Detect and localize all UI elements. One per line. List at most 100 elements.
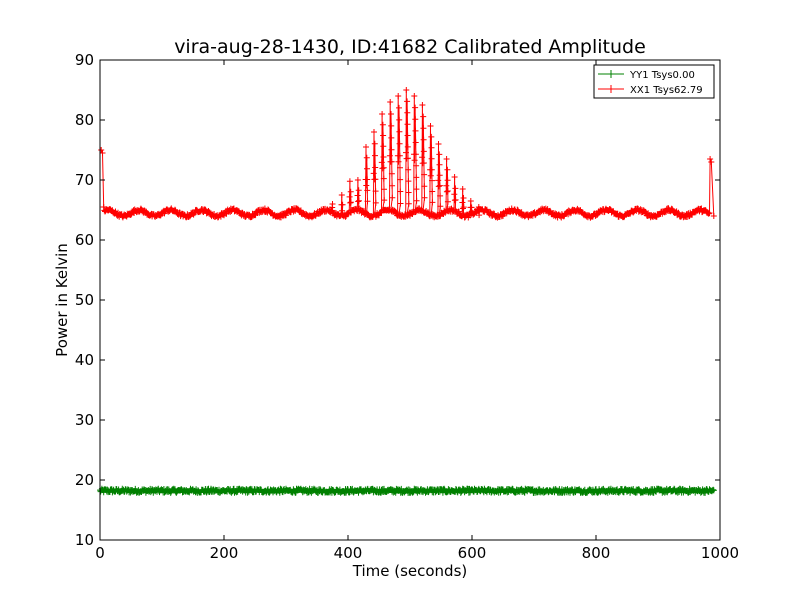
series-xx1-point — [372, 199, 379, 206]
series-xx1-point — [397, 176, 404, 183]
series-xx1-point — [411, 157, 418, 164]
series-xx1-point — [347, 199, 354, 206]
series-xx1-point — [460, 195, 467, 201]
series-xx1-point — [412, 104, 419, 111]
series-xx1-point — [339, 201, 346, 208]
series-xx1-point — [396, 128, 403, 135]
series-xx1-point — [396, 152, 403, 159]
series-xx1-point — [451, 191, 458, 198]
series-xx1-point — [421, 194, 428, 201]
y-axis-label: Power in Kelvin — [53, 243, 71, 357]
legend: YY1 Tsys0.00 XX1 Tsys62.79 — [593, 64, 715, 99]
series-xx1-point — [435, 183, 442, 190]
series-yy1-point — [630, 486, 637, 492]
series-xx1-point — [388, 158, 395, 165]
series-xx1-point — [355, 187, 362, 194]
series-xx1-point — [396, 104, 402, 111]
series-xx1-point — [380, 154, 387, 160]
series-xx1-point — [451, 174, 458, 180]
series-xx1-point — [388, 111, 394, 117]
series-xx1-point — [342, 213, 349, 220]
y-tick-label: 90 — [75, 51, 94, 69]
series-xx1-point — [437, 203, 444, 210]
series-xx1-point — [388, 134, 395, 141]
series-xx1-point — [364, 187, 371, 194]
series-xx1-point — [388, 122, 395, 129]
series-xx1-point — [372, 176, 379, 183]
series-xx1-point — [371, 140, 378, 147]
series-xx1-point — [710, 213, 717, 219]
y-tick-label: 80 — [75, 111, 94, 129]
y-tick-label: 70 — [75, 171, 94, 189]
series-xx1-point — [380, 132, 387, 139]
series-xx1-point — [444, 166, 451, 173]
series-xx1-point — [443, 156, 450, 162]
series-xx1-point — [413, 174, 420, 181]
series-xx1-point — [355, 197, 362, 204]
series-xx1-point — [403, 149, 409, 156]
series-xx1-point — [428, 166, 435, 173]
y-tick-label: 10 — [75, 531, 94, 549]
series-xx1-point — [456, 208, 462, 215]
x-tick-label: 400 — [334, 544, 363, 562]
series-xx1-point — [435, 141, 442, 147]
series-xx1-point — [397, 200, 404, 207]
series-xx1-point — [427, 172, 434, 179]
series-xx1-point — [396, 116, 403, 123]
chart-title: vira-aug-28-1430, ID:41682 Calibrated Am… — [174, 36, 646, 58]
series-xx1-point — [412, 139, 419, 146]
x-tick-label: 800 — [582, 544, 611, 562]
series-xx1-point — [428, 144, 435, 151]
series-xx1-point — [412, 116, 419, 123]
series-xx1-point — [420, 148, 427, 155]
series-xx1-point — [661, 209, 668, 216]
series-xx1-point — [428, 133, 435, 140]
y-tick-label: 30 — [75, 411, 94, 429]
y-tick-label: 60 — [75, 231, 94, 249]
series-xx1-point — [420, 113, 427, 120]
x-tick-label: 1000 — [701, 544, 739, 562]
x-axis: 0 200 400 600 800 1000 — [95, 60, 739, 562]
series-xx1-point — [378, 159, 385, 166]
legend-entry-yy1: YY1 Tsys0.00 — [598, 70, 695, 81]
legend-label-yy1: YY1 Tsys0.00 — [629, 70, 695, 81]
series-xx1-point — [413, 162, 420, 169]
series-xx1-point — [547, 207, 554, 214]
series-xx1-point — [379, 165, 386, 172]
series-xx1-point — [420, 136, 427, 143]
legend-marker-xx1 — [607, 85, 615, 93]
series-xx1-point — [413, 197, 420, 204]
series-xx1-point — [395, 158, 402, 165]
series-xx1-point — [381, 197, 388, 204]
series-xx1-point — [397, 164, 403, 171]
series-xx1-point — [372, 188, 379, 195]
series-xx1-point — [444, 198, 451, 205]
series-xx1-point — [443, 182, 450, 189]
series-xx1-point — [459, 186, 466, 192]
series-xx1-point — [379, 121, 386, 128]
series-xx1-point — [428, 155, 435, 162]
series-yy1-point — [710, 486, 717, 493]
series-xx1-point — [404, 109, 411, 116]
series-xx1-point — [347, 188, 354, 195]
x-tick-label: 200 — [210, 544, 239, 562]
series-xx1-point — [403, 87, 410, 93]
series-xx1-point — [412, 151, 419, 158]
series-xx1-point — [444, 188, 451, 194]
series-xx1-point — [707, 156, 714, 162]
series-yy1-point — [710, 487, 717, 494]
series-xx1-point — [363, 182, 370, 189]
legend-label-xx1: XX1 Tsys62.79 — [630, 85, 703, 96]
series-xx1-point — [346, 193, 353, 200]
series-xx1 — [98, 87, 717, 221]
series-xx1-point — [443, 188, 450, 195]
series-xx1-point — [435, 177, 442, 184]
series-xx1-point — [452, 185, 459, 192]
series-xx1-point — [98, 147, 105, 153]
series-xx1-point — [460, 204, 467, 211]
series-xx1-point — [363, 144, 369, 150]
series-xx1-point — [364, 198, 371, 205]
series-xx1-point — [389, 182, 396, 189]
series-xx1-point — [405, 200, 412, 207]
